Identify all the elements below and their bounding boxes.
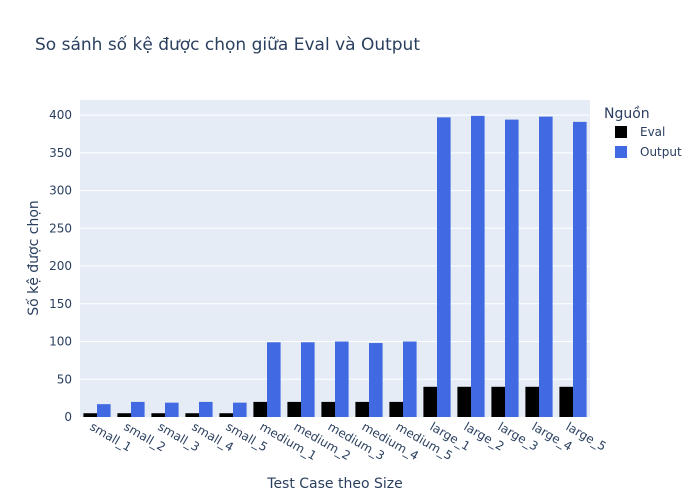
- bar-output-large_4[interactable]: [539, 116, 553, 417]
- bar-output-large_1[interactable]: [437, 117, 451, 417]
- bar-eval-small_1[interactable]: [83, 413, 97, 417]
- bar-output-small_1[interactable]: [97, 404, 111, 417]
- legend-label-eval: Eval: [640, 125, 665, 139]
- bar-eval-large_3[interactable]: [491, 386, 505, 417]
- bar-output-medium_5[interactable]: [403, 341, 417, 417]
- bar-output-medium_3[interactable]: [335, 341, 349, 417]
- y-tick-label: 350: [49, 146, 72, 160]
- x-axis-title: Test Case theo Size: [266, 476, 402, 492]
- y-axis-title: Số kệ được chọn: [25, 200, 42, 316]
- bar-eval-small_3[interactable]: [151, 413, 165, 417]
- bar-eval-large_5[interactable]: [559, 386, 573, 417]
- bar-output-small_3[interactable]: [165, 402, 179, 417]
- y-tick-label: 100: [49, 335, 72, 349]
- y-axis-ticks: 0 50 100 150 200 250 300 350 400: [49, 108, 72, 424]
- chart-title: So sánh số kệ được chọn giữa Eval và Out…: [35, 34, 420, 55]
- legend-title: Nguồn: [604, 105, 650, 122]
- bar-output-small_2[interactable]: [131, 401, 145, 417]
- legend-swatch-output: [615, 146, 627, 158]
- bar-output-large_5[interactable]: [573, 121, 587, 417]
- bar-eval-medium_3[interactable]: [321, 401, 335, 417]
- bar-output-large_2[interactable]: [471, 115, 485, 417]
- legend-label-output: Output: [640, 145, 682, 159]
- bar-eval-small_4[interactable]: [185, 413, 199, 417]
- y-tick-label: 150: [49, 297, 72, 311]
- bar-output-medium_1[interactable]: [267, 342, 281, 417]
- y-tick-label: 250: [49, 221, 72, 235]
- bar-output-medium_2[interactable]: [301, 342, 315, 417]
- bar-eval-small_2[interactable]: [117, 413, 131, 417]
- bar-output-small_5[interactable]: [233, 402, 247, 417]
- legend[interactable]: Nguồn Eval Output: [604, 105, 682, 159]
- y-tick-label: 50: [57, 372, 72, 386]
- bar-output-small_4[interactable]: [199, 401, 213, 417]
- bar-output-medium_4[interactable]: [369, 343, 383, 417]
- bar-output-large_3[interactable]: [505, 119, 519, 417]
- bar-eval-medium_5[interactable]: [389, 401, 403, 417]
- y-tick-label: 200: [49, 259, 72, 273]
- y-tick-label: 400: [49, 108, 72, 122]
- bar-eval-medium_2[interactable]: [287, 401, 301, 417]
- bar-eval-medium_1[interactable]: [253, 401, 267, 417]
- bar-eval-small_5[interactable]: [219, 413, 233, 417]
- y-tick-label: 300: [49, 184, 72, 198]
- bar-eval-large_2[interactable]: [457, 386, 471, 417]
- bar-eval-medium_4[interactable]: [355, 401, 369, 417]
- bar-eval-large_1[interactable]: [423, 386, 437, 417]
- y-tick-label: 0: [64, 410, 72, 424]
- legend-swatch-eval: [615, 126, 627, 138]
- x-axis-ticks: small_1small_2small_3small_4small_5mediu…: [88, 419, 609, 463]
- bars: [83, 115, 587, 417]
- bar-eval-large_4[interactable]: [525, 386, 539, 417]
